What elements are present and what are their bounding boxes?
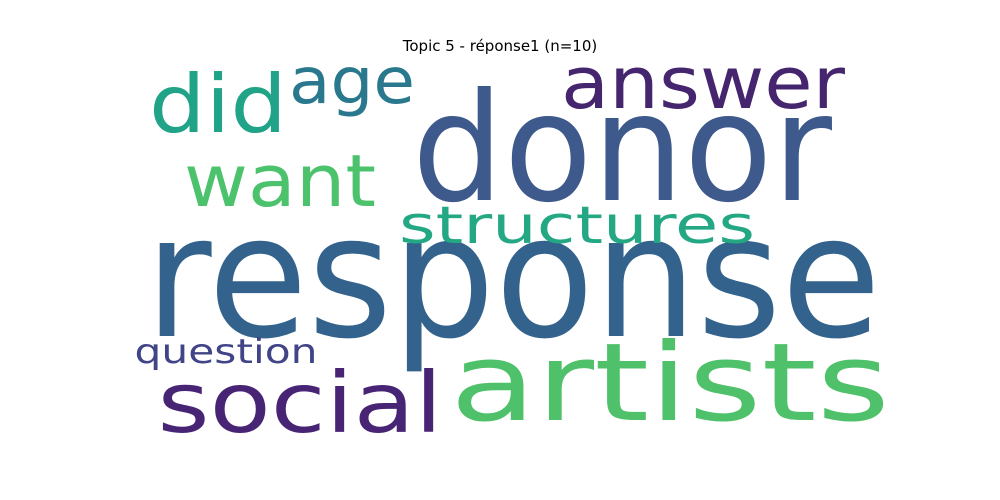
word-response: response — [145, 179, 881, 377]
word-answer: answer — [561, 41, 845, 125]
word-did: did — [149, 58, 287, 151]
word-donor: donor — [412, 62, 832, 236]
word-artists: artists — [450, 321, 890, 446]
word-age: age — [289, 45, 415, 119]
word-social: social — [158, 354, 443, 452]
word-want: want — [184, 139, 376, 223]
word-question: question — [135, 332, 318, 372]
figure-title: Topic 5 - réponse1 (n=10) — [402, 37, 598, 55]
word-structures: structures — [399, 196, 755, 256]
